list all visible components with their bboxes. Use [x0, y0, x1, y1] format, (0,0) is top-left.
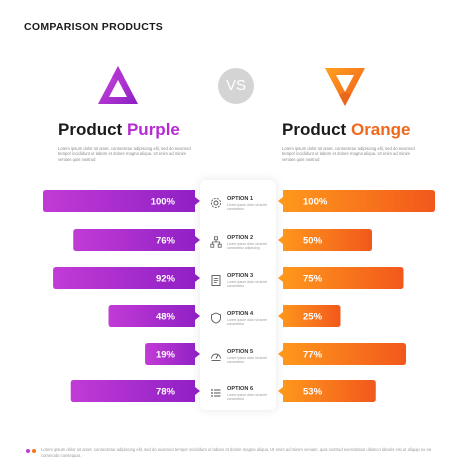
footnote: Lorem ipsum dolor sit amet, consectetur … [41, 447, 432, 458]
shield-icon [211, 312, 221, 324]
product-purple-description: Lorem ipsum dolor sit amet, consectetur … [58, 146, 191, 162]
orange-bar [278, 380, 376, 402]
purple-bar [73, 229, 200, 251]
option-text: Lorem ipsum dolor sit amet consectetur [227, 280, 267, 288]
settings-icon [210, 197, 222, 209]
orange-bar-label: 25% [303, 312, 323, 323]
orange-bar-label: 100% [303, 197, 328, 208]
orange-bar [278, 343, 407, 365]
orange-bar-label: 50% [303, 236, 323, 247]
option-label: OPTION 4 [227, 311, 254, 317]
option-text: Lorem ipsum dolor sit amet consectetur a… [227, 242, 267, 250]
orange-bar-label: 77% [303, 350, 323, 361]
purple-triangle-logo-icon [98, 66, 138, 104]
orange-triangle-logo-icon [325, 68, 365, 106]
option-row: OPTION 3 Lorem ipsum dolor sit amet cons… [210, 273, 274, 295]
product-accent-purple: Purple [126, 120, 180, 139]
purple-bar [145, 343, 200, 365]
option-row: OPTION 6 Lorem ipsum dolor sit amet cons… [210, 386, 274, 408]
option-label: OPTION 1 [227, 196, 254, 202]
option-text: Lorem ipsum dolor sit amet consectetur [227, 203, 267, 211]
orange-bar [278, 190, 435, 212]
orange-bar-label: 53% [303, 387, 323, 398]
clipboard-icon [211, 275, 221, 286]
purple-bar-label: 100% [151, 197, 176, 208]
options-panel [200, 180, 276, 410]
product-orange-description: Lorem ipsum dolor sit amet, consectetur … [282, 146, 415, 162]
footnote-dot-orange [32, 449, 36, 453]
purple-bar-label: 92% [156, 274, 176, 285]
option-label: OPTION 5 [227, 349, 254, 355]
option-label: OPTION 6 [227, 386, 254, 392]
footnote-dot-purple [26, 449, 30, 453]
orange-bar-label: 75% [303, 274, 323, 285]
orange-bar [278, 305, 341, 327]
option-text: Lorem ipsum dolor sit amet consectetur [227, 393, 267, 401]
purple-bar-label: 19% [156, 350, 176, 361]
dashboard-icon [211, 353, 221, 361]
orange-bar [278, 267, 404, 289]
purple-bar [108, 305, 200, 327]
purple-bar-label: 48% [156, 312, 176, 323]
option-label: OPTION 3 [227, 273, 254, 279]
product-name: Product [58, 120, 123, 139]
option-row: OPTION 5 Lorem ipsum dolor sit amet cons… [210, 349, 274, 371]
option-row: OPTION 1 Lorem ipsum dolor sit amet cons… [210, 196, 274, 218]
purple-bar-label: 78% [156, 387, 176, 398]
product-orange-title: Product Orange [282, 120, 411, 140]
product-name: Product [282, 120, 347, 139]
option-text: Lorem ipsum dolor sit amet consectetur [227, 318, 267, 326]
network-icon [210, 236, 222, 248]
orange-bar [278, 229, 372, 251]
option-text: Lorem ipsum dolor sit amet consectetur [227, 356, 267, 364]
product-purple-title: Product Purple [58, 120, 180, 140]
orange-bars: 100% 50% 75% 25% 77% 53% [278, 190, 435, 402]
purple-bar-label: 76% [156, 236, 176, 247]
purple-bar [43, 190, 200, 212]
product-accent-orange: Orange [350, 120, 411, 139]
purple-bar [70, 380, 200, 402]
list-icon [211, 389, 221, 397]
purple-bar [53, 267, 200, 289]
option-row: OPTION 2 Lorem ipsum dolor sit amet cons… [210, 235, 274, 257]
vs-badge: VS [218, 68, 254, 104]
purple-bars: 100% 76% 92% 48% 19% 78% [43, 190, 200, 402]
page-title: COMPARISON PRODUCTS [24, 21, 164, 33]
option-row: OPTION 4 Lorem ipsum dolor sit amet cons… [210, 311, 274, 333]
option-label: OPTION 2 [227, 235, 254, 241]
